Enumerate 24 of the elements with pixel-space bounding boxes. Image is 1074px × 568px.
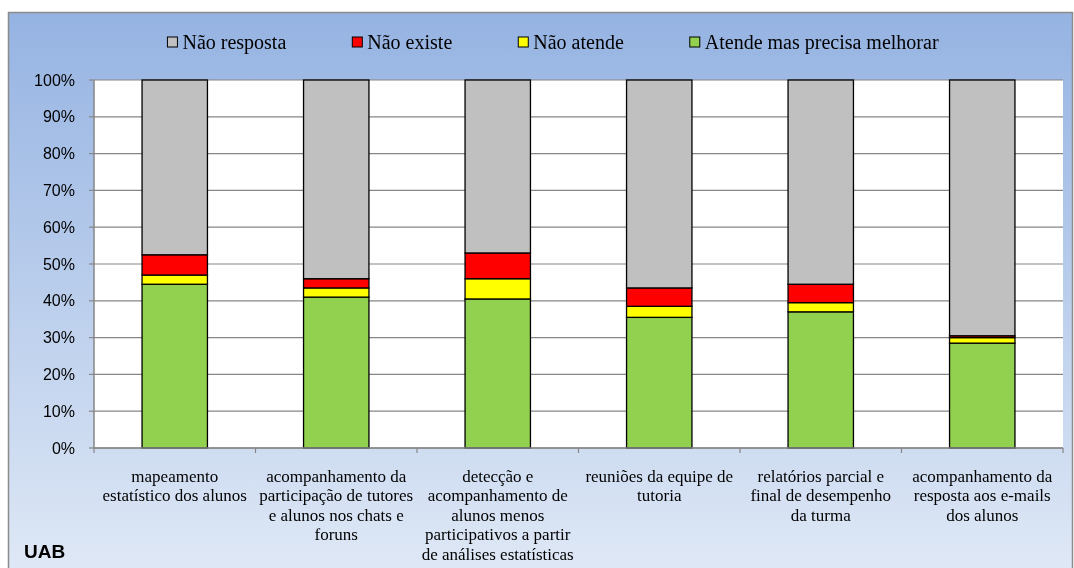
x-tick-label: acompanhamento da resposta aos e-mails dos alunos — [912, 466, 1053, 525]
bar — [948, 342, 1016, 449]
legend-label: Atende mas precisa melhorar — [704, 31, 939, 54]
y-tick-label: 30% — [42, 329, 75, 347]
x-tick-label: mapeamento estatístico dos alunos — [102, 466, 247, 505]
legend-label: Não resposta — [182, 31, 287, 54]
y-tick-label: 60% — [42, 218, 75, 236]
y-tick-label: 100% — [34, 71, 75, 89]
y-tick-label: 0% — [51, 439, 75, 457]
y-tick-label: 20% — [42, 365, 75, 383]
y-tick-label: 80% — [42, 145, 75, 163]
text: UAB — [24, 541, 66, 562]
legend-label: Não existe — [367, 31, 453, 53]
y-tick-label: 10% — [42, 402, 75, 420]
x-tick-label: relatórios parcial e final de desempenho da turma — [750, 466, 892, 525]
y-tick-label: 40% — [42, 292, 75, 310]
y-tick-label: 90% — [42, 108, 75, 126]
x-tick-label: detecção e acompanhamento de alunos menos participativos a partir de análises estatísticas — [421, 466, 574, 564]
x-tick-label: acompanhamento da participação de tutores e alunos nos chats e foruns — [259, 466, 414, 544]
bar — [948, 79, 1016, 337]
x-tick-label: reuniões da equipe de tutoria — [585, 466, 734, 505]
y-tick-label: 50% — [42, 255, 75, 273]
y-tick-label: 70% — [42, 181, 75, 199]
legend-label: Não atende — [533, 31, 624, 53]
